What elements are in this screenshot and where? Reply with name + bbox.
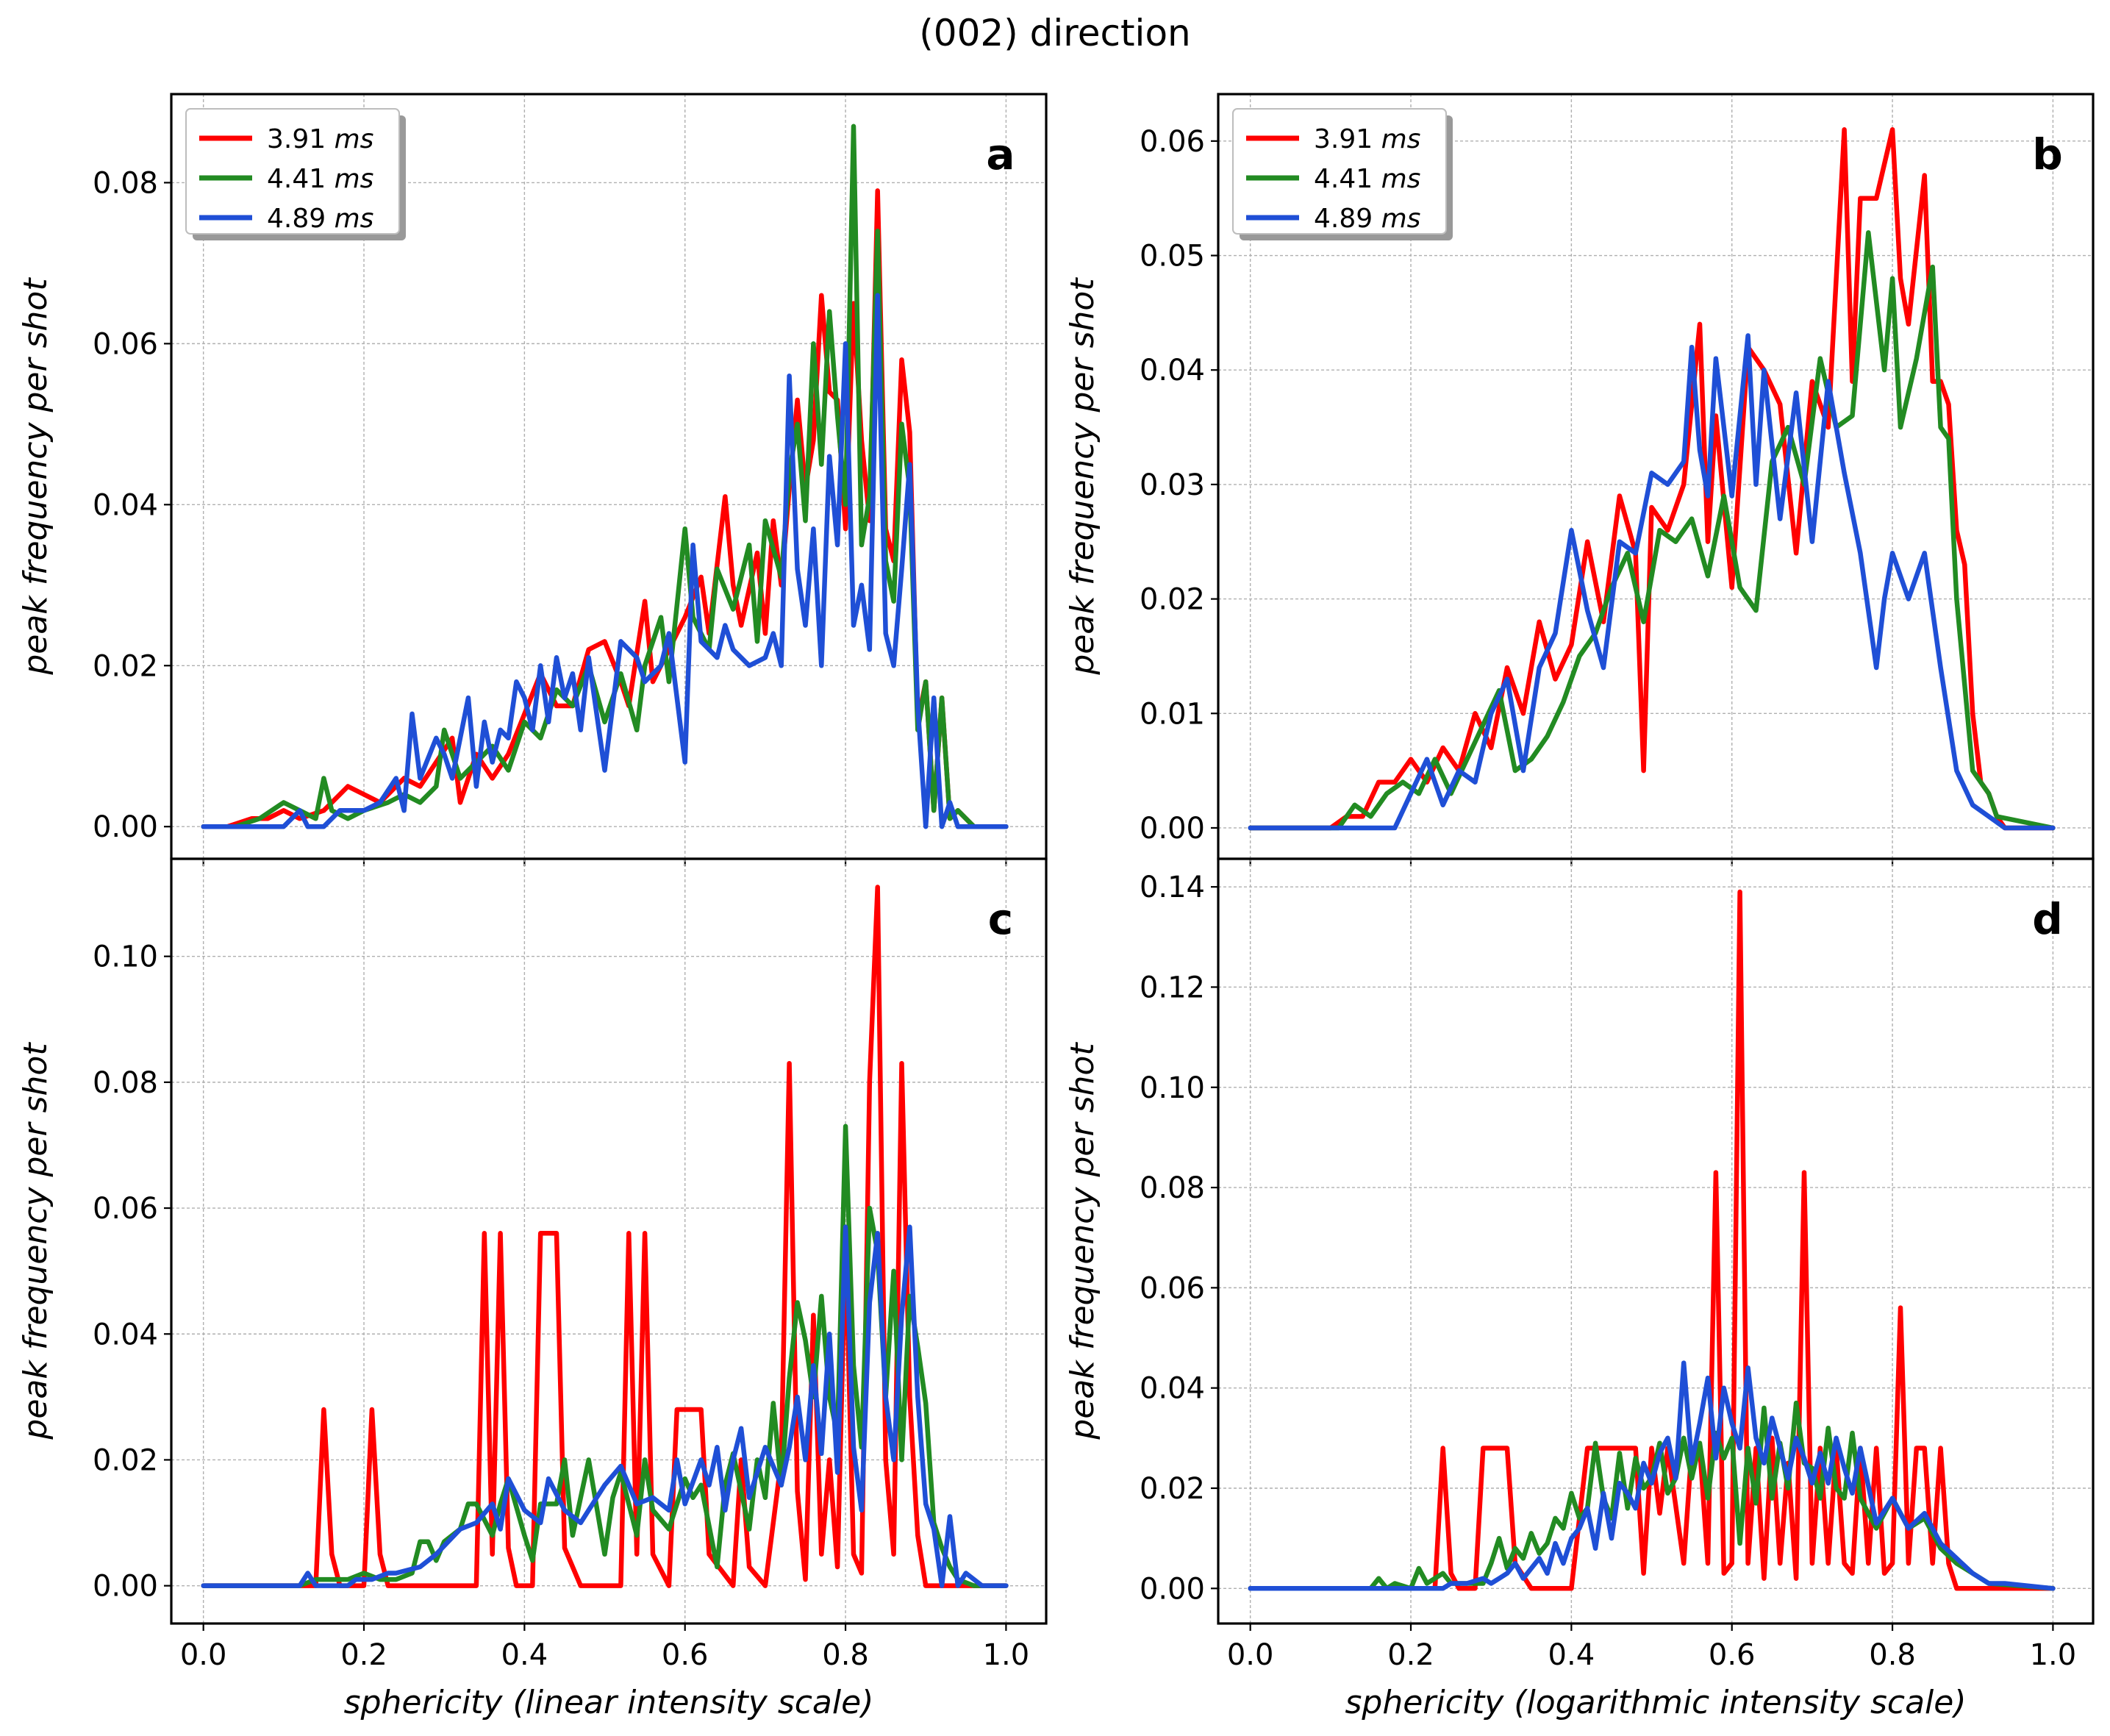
y-tick-label: 0.02 bbox=[93, 649, 158, 683]
legend-entry: 4.41 ms bbox=[1314, 164, 1420, 194]
y-tick-label: 0.14 bbox=[1140, 871, 1205, 904]
series-line-b-2 bbox=[1248, 230, 2056, 831]
y-tick-label: 0.01 bbox=[1140, 697, 1205, 731]
x-axis-label: sphericity (logarithmic intensity scale) bbox=[1345, 1684, 1966, 1721]
y-tick-label: 0.00 bbox=[93, 810, 158, 844]
y-tick-label: 0.02 bbox=[1140, 1472, 1205, 1506]
series-line-a-3 bbox=[201, 293, 1009, 829]
panel-b: 0.00 0.01 0.02 0.03 0.04 0.05 0.06 peak frequen… bbox=[1064, 93, 2095, 866]
panel-letter: d bbox=[2032, 894, 2063, 944]
y-tick-label: 0.12 bbox=[1140, 971, 1205, 1004]
series-line-c-3 bbox=[201, 1224, 1009, 1588]
legend-entry: 4.41 ms bbox=[267, 164, 373, 194]
legend-entry: 4.89 ms bbox=[1314, 204, 1420, 234]
y-tick-label: 0.08 bbox=[93, 1066, 158, 1100]
y-axis-label: peak frequency per shot bbox=[1064, 1042, 1101, 1440]
panel-letter: a bbox=[986, 129, 1015, 179]
legend-entry: 3.91 ms bbox=[267, 124, 373, 154]
y-axis-label: peak frequency per shot bbox=[17, 277, 54, 676]
axis-frame bbox=[170, 857, 1048, 1625]
panel-d: 0.0 0.2 0.4 0.6 0.8 1.0 0.00 0.02 0.04 0.06 0.08 0.… bbox=[1064, 857, 2095, 1721]
y-tick-label: 0.03 bbox=[1140, 468, 1205, 502]
x-tick-label: 0.0 bbox=[180, 1638, 227, 1672]
y-tick-label: 0.08 bbox=[1140, 1171, 1205, 1205]
series-line-a-2 bbox=[201, 124, 1009, 829]
x-tick-label: 0.2 bbox=[340, 1638, 387, 1672]
y-tick-label: 0.00 bbox=[93, 1570, 158, 1604]
series-line-b-3 bbox=[1248, 333, 2056, 831]
x-tick-label: 0.0 bbox=[1227, 1638, 1274, 1672]
y-tick-label: 0.02 bbox=[93, 1443, 158, 1477]
y-tick-label: 0.10 bbox=[93, 940, 158, 974]
y-tick-label: 0.06 bbox=[93, 1192, 158, 1226]
legend-entry: 3.91 ms bbox=[1314, 124, 1420, 154]
panel-a: 0.00 0.02 0.04 0.06 0.08 peak frequency per s… bbox=[17, 93, 1048, 866]
x-tick-label: 1.0 bbox=[2030, 1638, 2077, 1672]
panel-c: 0.0 0.2 0.4 0.6 0.8 1.0 0.00 0.02 0.04 0.06 0.08 0.… bbox=[17, 857, 1048, 1721]
y-tick-label: 0.00 bbox=[1140, 812, 1205, 846]
y-tick-label: 0.06 bbox=[1140, 125, 1205, 159]
x-tick-label: 0.6 bbox=[662, 1638, 709, 1672]
y-tick-label: 0.06 bbox=[1140, 1271, 1205, 1305]
series-line-d-3 bbox=[1248, 1360, 2056, 1591]
x-tick-label: 1.0 bbox=[983, 1638, 1030, 1672]
x-tick-label: 0.6 bbox=[1709, 1638, 1756, 1672]
figure-title: (002) direction bbox=[919, 12, 1190, 54]
panel-letter: c bbox=[988, 894, 1013, 944]
x-tick-label: 0.8 bbox=[822, 1638, 869, 1672]
y-tick-label: 0.06 bbox=[93, 327, 158, 361]
y-tick-label: 0.04 bbox=[1140, 354, 1205, 387]
y-axis-label: peak frequency per shot bbox=[17, 1042, 54, 1440]
panel-letter: b bbox=[2032, 129, 2063, 179]
series-line-b-1 bbox=[1248, 127, 2056, 831]
y-tick-label: 0.02 bbox=[1140, 583, 1205, 617]
x-tick-label: 0.8 bbox=[1869, 1638, 1916, 1672]
x-tick-label: 0.4 bbox=[1548, 1638, 1595, 1672]
y-tick-label: 0.10 bbox=[1140, 1071, 1205, 1105]
x-tick-label: 0.4 bbox=[501, 1638, 548, 1672]
y-tick-label: 0.00 bbox=[1140, 1572, 1205, 1606]
y-tick-label: 0.04 bbox=[93, 1318, 158, 1351]
y-tick-label: 0.04 bbox=[1140, 1372, 1205, 1406]
x-tick-label: 0.2 bbox=[1387, 1638, 1434, 1672]
legend-entry: 4.89 ms bbox=[267, 204, 373, 234]
y-tick-label: 0.08 bbox=[93, 166, 158, 200]
y-axis-label: peak frequency per shot bbox=[1064, 277, 1101, 676]
x-axis-label: sphericity (linear intensity scale) bbox=[344, 1684, 874, 1721]
y-tick-label: 0.05 bbox=[1140, 240, 1205, 274]
y-tick-label: 0.04 bbox=[93, 488, 158, 522]
axis-frame bbox=[1217, 857, 2095, 1625]
